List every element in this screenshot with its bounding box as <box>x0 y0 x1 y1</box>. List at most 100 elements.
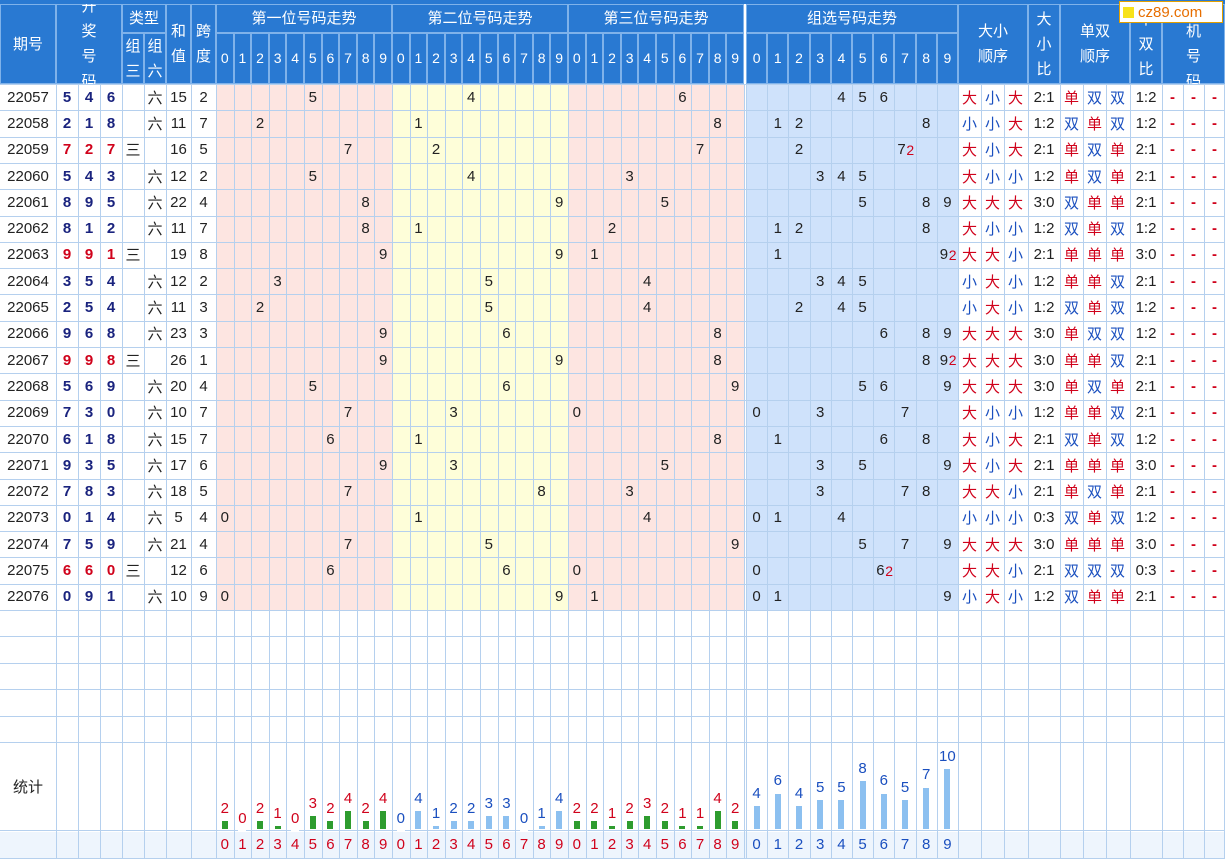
stat-digit-pos1: 4 <box>291 835 300 853</box>
grid-vline <box>144 84 145 858</box>
pos1-mark: 8 <box>361 193 370 211</box>
pos2-mark: 9 <box>555 588 564 606</box>
bigsmall-cell: 小 <box>961 300 977 318</box>
stat-digit-pos1: 8 <box>361 835 370 853</box>
group-mark: 3 <box>816 456 825 474</box>
pos1-mark: 9 <box>379 246 388 264</box>
stat-count-pos3: 3 <box>643 794 652 812</box>
stat-digit-pos2: 4 <box>467 835 476 853</box>
oddeven-cell: 双 <box>1109 221 1125 239</box>
period-cell: 22072 <box>7 483 49 501</box>
group-mark: 9 <box>943 193 952 211</box>
group-mark: 8 <box>922 193 931 211</box>
grid-vline <box>831 84 832 858</box>
test-number-cell: - <box>1212 88 1217 106</box>
sum-cell: 12 <box>170 167 187 185</box>
period-cell: 22061 <box>7 193 49 211</box>
bigsmall-ratio-cell: 3:0 <box>1033 325 1055 343</box>
repeat-count-mark: 2 <box>906 141 915 158</box>
stat-digit-pos3: 1 <box>590 835 599 853</box>
draw-digit: 9 <box>62 456 72 474</box>
span-cell: 2 <box>199 167 208 185</box>
oddeven-cell: 单 <box>1063 352 1079 370</box>
grid-hline <box>0 636 1225 637</box>
site-logo[interactable]: cz89.com <box>1119 1 1223 23</box>
digit-footer-background <box>0 832 1225 858</box>
stat-count-pos3: 4 <box>713 789 722 807</box>
draw-digit: 5 <box>106 456 116 474</box>
draw-digit: 1 <box>106 246 116 264</box>
grid-vline <box>1106 84 1107 858</box>
draw-digit: 7 <box>62 535 72 553</box>
period-cell: 22058 <box>7 114 49 132</box>
grid-vline <box>958 84 959 858</box>
draw-digit: 3 <box>106 167 116 185</box>
draw-digit: 0 <box>62 509 72 527</box>
grid-vline <box>550 84 551 858</box>
test-number-cell: - <box>1212 588 1217 606</box>
digit-header-pos2-5: 5 <box>480 33 498 84</box>
test-number-cell: - <box>1212 193 1217 211</box>
sum-cell: 15 <box>170 430 187 448</box>
group-mark: 7 <box>900 483 910 501</box>
stat-digit-pos3: 0 <box>572 835 581 853</box>
grid-vline <box>916 84 917 858</box>
draw-digit: 6 <box>84 377 94 395</box>
test-number-cell: - <box>1170 535 1175 553</box>
stat-digit-group: 8 <box>922 835 931 853</box>
pos1-mark: 0 <box>220 588 229 606</box>
span-cell: 4 <box>199 509 208 527</box>
oddeven-cell: 单 <box>1086 589 1102 607</box>
type-cell: 六 <box>147 378 163 396</box>
grid-vline <box>322 84 323 858</box>
stat-bar-group <box>901 799 909 830</box>
period-cell: 22064 <box>7 272 49 290</box>
repeat-count-mark: 2 <box>948 352 957 369</box>
oddeven-cell: 单 <box>1109 168 1125 186</box>
grid-hline <box>0 452 1225 453</box>
bigsmall-cell: 大 <box>961 536 977 554</box>
stat-bar-pos1 <box>326 820 335 830</box>
test-number-cell: - <box>1212 483 1217 501</box>
bigsmall-cell: 小 <box>1007 484 1023 502</box>
stats-label: 统计 <box>12 778 43 796</box>
bigsmall-ratio-cell: 2:1 <box>1033 562 1055 580</box>
col-span-header: 跨度 <box>191 4 216 84</box>
digit-header-pos2-9: 9 <box>550 33 568 84</box>
bigsmall-ratio-cell: 3:0 <box>1033 193 1055 211</box>
type-cell: 六 <box>147 221 163 239</box>
grid-vline <box>746 84 747 858</box>
bigsmall-cell: 小 <box>961 273 977 291</box>
stat-bar-group <box>858 780 867 830</box>
bigsmall-cell: 大 <box>961 326 977 344</box>
oddeven-cell: 单 <box>1063 457 1079 475</box>
pos1-mark: 0 <box>220 509 229 527</box>
type-cell: 六 <box>147 300 163 318</box>
period-cell: 22068 <box>7 377 49 395</box>
draw-digit: 3 <box>84 456 94 474</box>
test-number-cell: - <box>1191 483 1196 501</box>
digit-header-pos3-7: 7 <box>691 33 709 84</box>
span-cell: 2 <box>199 88 208 106</box>
period-cell: 22063 <box>7 246 49 264</box>
stat-digit-pos1: 1 <box>238 835 247 853</box>
group-mark: 5 <box>858 456 867 474</box>
group-mark: 6 <box>879 325 888 343</box>
pos2-mark: 3 <box>449 404 458 422</box>
grid-hline <box>0 689 1225 690</box>
pos3-mark: 1 <box>590 246 599 264</box>
test-number-cell: - <box>1212 220 1217 238</box>
stat-count-group: 6 <box>773 772 782 790</box>
draw-digit: 5 <box>84 272 94 290</box>
stat-bar-pos1 <box>379 810 388 830</box>
grid-vline <box>656 84 657 858</box>
stat-digit-pos3: 8 <box>713 835 722 853</box>
draw-digit: 2 <box>84 141 94 159</box>
bigsmall-ratio-cell: 3:0 <box>1033 377 1055 395</box>
col-sum-header: 和值 <box>166 4 191 84</box>
stat-bar-group <box>943 768 952 830</box>
grid-vline <box>56 84 57 858</box>
stat-digit-pos1: 5 <box>308 835 317 853</box>
group-mark: 3 <box>816 272 825 290</box>
group-mark: 3 <box>816 483 825 501</box>
